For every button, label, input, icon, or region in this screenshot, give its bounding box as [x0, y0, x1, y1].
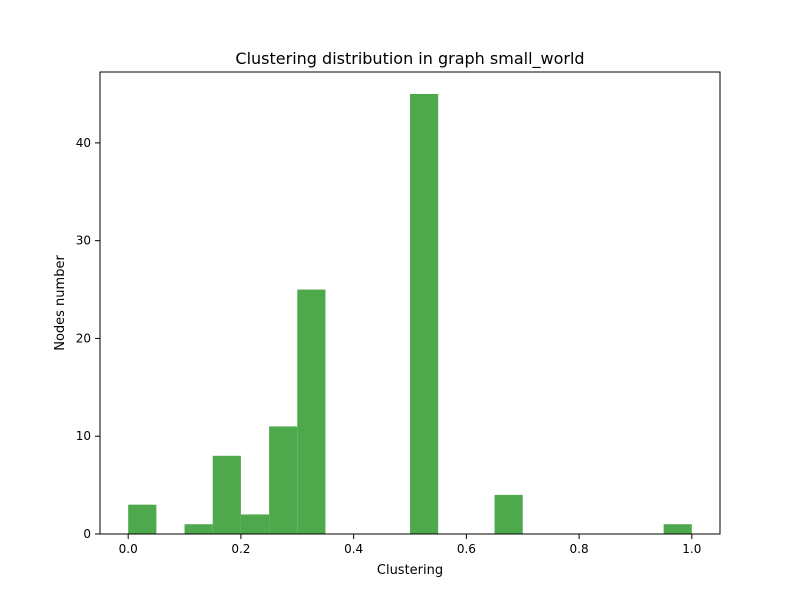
histogram-bar-19 [663, 524, 692, 534]
histogram-bar-3 [212, 455, 241, 534]
x-axis-ticks: 0.0 0.2 0.4 0.6 0.8 1.0 [119, 534, 701, 556]
chart-title: Clustering distribution in graph small_w… [235, 49, 584, 69]
x-tick-label-0: 0.0 [119, 542, 138, 556]
y-tick-label-0: 0 [83, 527, 91, 541]
histogram-bar-4 [240, 514, 270, 534]
axes-frame [99, 71, 721, 535]
plot-area: 0.0 0.2 0.4 0.6 0.8 1.0 0 10 20 30 40 [76, 71, 721, 556]
y-axis-ticks: 0 10 20 30 40 [76, 136, 100, 541]
histogram-bar-6 [297, 289, 326, 534]
y-tick-label-1: 10 [76, 429, 91, 443]
x-tick-label-1: 0.2 [231, 542, 250, 556]
x-tick-label-4: 0.8 [570, 542, 589, 556]
histogram-bar-13 [494, 494, 523, 534]
y-tick-label-4: 40 [76, 136, 91, 150]
x-tick-label-3: 0.6 [457, 542, 476, 556]
histogram-bar-5 [269, 426, 298, 534]
y-tick-label-3: 30 [76, 234, 91, 248]
histogram-bar-0 [128, 504, 157, 534]
y-axis-label: Nodes number [53, 255, 68, 351]
x-tick-label-5: 1.0 [682, 542, 701, 556]
y-tick-label-2: 20 [76, 331, 91, 345]
x-tick-label-2: 0.4 [344, 542, 363, 556]
histogram-bar-10 [410, 94, 439, 534]
x-axis-label: Clustering [377, 563, 443, 578]
histogram-bar-2 [184, 524, 213, 534]
bars-layer [128, 94, 692, 534]
